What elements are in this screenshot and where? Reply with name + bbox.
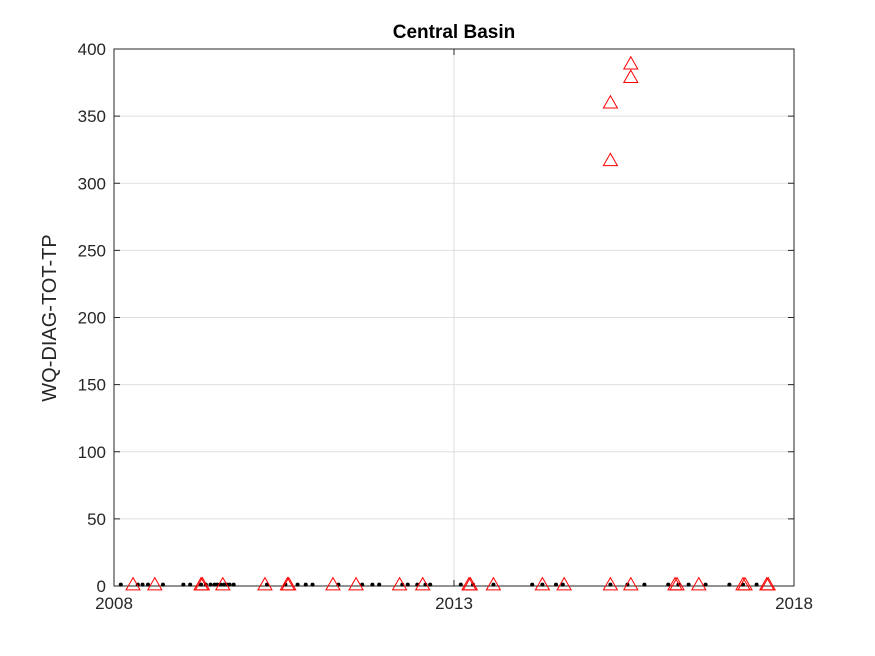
triangle-marker (391, 576, 408, 591)
dot-marker (208, 582, 213, 587)
triangle-marker (325, 576, 341, 591)
y-tick-label: 200 (78, 309, 106, 328)
y-tick-label: 50 (87, 510, 106, 529)
triangle-marker (280, 576, 297, 591)
triangle-marker (462, 576, 479, 591)
dot-marker (140, 582, 145, 587)
dot-marker (560, 582, 565, 587)
triangle-marker (602, 576, 619, 591)
dot-marker (377, 582, 382, 587)
y-tick-label: 350 (78, 107, 106, 126)
triangle-marker (669, 576, 685, 591)
dot-marker (530, 582, 535, 587)
dot-marker (160, 582, 165, 587)
dot-marker (458, 582, 463, 587)
dot-marker (666, 582, 671, 587)
dot-marker (118, 582, 123, 587)
triangle-marker (622, 576, 639, 591)
dot-marker (405, 582, 410, 587)
triangle-marker (737, 576, 753, 591)
dot-marker (686, 582, 691, 587)
y-tick-label: 100 (78, 443, 106, 462)
y-axis-label: WQ-DIAG-TOT-TP (39, 234, 61, 401)
dot-marker (303, 582, 308, 587)
dot-marker (727, 582, 732, 587)
triangle-marker (414, 576, 431, 591)
dot-marker (754, 582, 759, 587)
triangle-marker (602, 152, 619, 167)
triangle-marker (622, 55, 639, 70)
chart-title: Central Basin (393, 22, 515, 43)
dot-marker (491, 582, 496, 587)
triangle-marker (146, 576, 163, 591)
triangle-marker (214, 576, 231, 591)
dot-marker (295, 582, 300, 587)
triangle-marker (125, 576, 141, 591)
y-tick-label: 400 (78, 40, 106, 59)
triangle-marker (257, 576, 273, 591)
triangle-marker (622, 69, 639, 83)
triangle-marker (348, 576, 364, 591)
data-points (118, 55, 777, 591)
y-tick-label: 300 (78, 174, 106, 193)
axis-ticks: 0 50 100 150 200 250 300 350 400 2008 2013 2018 (78, 40, 813, 613)
dot-marker (370, 582, 375, 587)
triangle-marker (194, 576, 211, 591)
triangle-marker (760, 576, 777, 591)
triangle-marker (485, 576, 502, 591)
dot-marker (181, 582, 186, 587)
dot-marker (703, 582, 708, 587)
dot-marker (428, 582, 433, 587)
y-tick-label: 150 (78, 376, 106, 395)
dot-marker (227, 582, 232, 587)
dot-marker (540, 582, 545, 587)
dot-marker (188, 582, 193, 587)
triangle-marker (602, 94, 619, 109)
grid-lines (114, 49, 794, 586)
dot-marker (642, 582, 647, 587)
y-tick-label: 0 (97, 577, 106, 596)
triangle-marker (690, 576, 707, 591)
dot-marker (146, 582, 150, 587)
dot-marker (608, 582, 613, 587)
dot-marker (231, 582, 236, 587)
triangle-marker (534, 576, 551, 591)
dot-marker (554, 582, 558, 587)
y-tick-label: 250 (78, 241, 106, 260)
x-tick-label: 2018 (775, 594, 813, 613)
triangle-marker (556, 576, 573, 591)
x-tick-label: 2013 (435, 594, 473, 613)
dot-marker (199, 582, 204, 587)
dot-marker (310, 582, 315, 587)
x-tick-label: 2008 (95, 594, 133, 613)
